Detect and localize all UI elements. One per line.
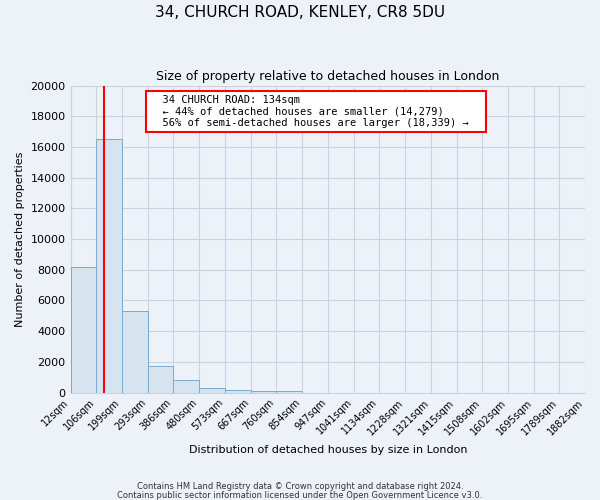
Y-axis label: Number of detached properties: Number of detached properties [15,152,25,326]
Text: Contains public sector information licensed under the Open Government Licence v3: Contains public sector information licen… [118,490,482,500]
Text: 34, CHURCH ROAD, KENLEY, CR8 5DU: 34, CHURCH ROAD, KENLEY, CR8 5DU [155,5,445,20]
Bar [122,311,148,392]
X-axis label: Distribution of detached houses by size in London: Distribution of detached houses by size … [188,445,467,455]
Bar [173,380,199,392]
Text: Contains HM Land Registry data © Crown copyright and database right 2024.: Contains HM Land Registry data © Crown c… [137,482,463,491]
Bar [148,366,173,392]
Bar [199,388,225,392]
Bar [97,140,122,392]
Bar [251,391,277,392]
Bar [225,390,251,392]
Title: Size of property relative to detached houses in London: Size of property relative to detached ho… [156,70,499,83]
Bar [71,266,97,392]
Text: 34 CHURCH ROAD: 134sqm
  ← 44% of detached houses are smaller (14,279)
  56% of : 34 CHURCH ROAD: 134sqm ← 44% of detached… [150,95,482,128]
